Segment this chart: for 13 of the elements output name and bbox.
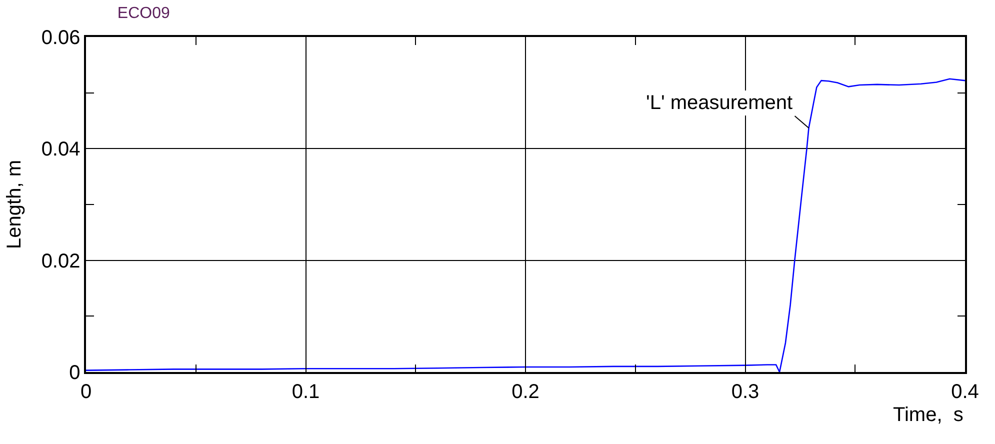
x-tick-label: 0.1 <box>292 380 320 403</box>
x-tick-label: 0.4 <box>951 380 979 403</box>
y-tick-label: 0 <box>69 362 80 384</box>
x-axis-title: Time, s <box>893 404 964 426</box>
chart-title: ECO09 <box>117 4 170 22</box>
line-series <box>86 78 965 372</box>
x-tick-label: 0.2 <box>512 380 540 403</box>
y-tick-label: 0.06 <box>41 27 80 49</box>
y-axis-title: Length, m <box>3 160 26 249</box>
y-tick-label: 0.02 <box>41 250 80 272</box>
annotation: 'L' measurement <box>646 92 794 114</box>
x-tick-label: 0.3 <box>731 380 760 403</box>
y-tick-label: 0.04 <box>41 138 80 161</box>
